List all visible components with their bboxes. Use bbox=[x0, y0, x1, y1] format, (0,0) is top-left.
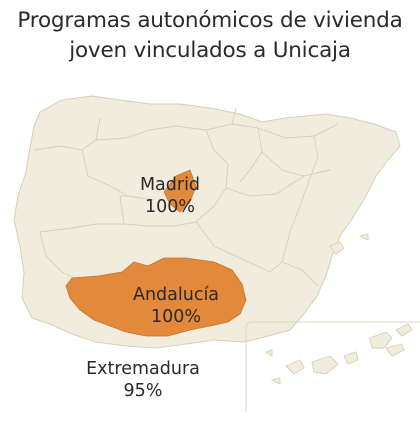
balearic-islands bbox=[329, 233, 369, 255]
map-title-line-2: joven vinculados a Unicaja bbox=[69, 38, 351, 63]
andalucia-region bbox=[65, 257, 247, 337]
canary-inset-frame bbox=[245, 321, 420, 412]
extremadura-name: Extremadura bbox=[86, 359, 200, 379]
andalucia-name: Andalucía bbox=[132, 285, 220, 305]
madrid-value: 100% bbox=[144, 197, 196, 217]
madrid-name: Madrid bbox=[139, 175, 201, 195]
region-borders bbox=[33, 107, 339, 287]
extremadura-value: 95% bbox=[123, 381, 163, 401]
madrid-label: Madrid 100% bbox=[120, 174, 220, 218]
andalucia-label: Andalucía 100% bbox=[96, 284, 256, 328]
andalucia-value: 100% bbox=[150, 307, 202, 327]
extremadura-label: Extremadura 95% bbox=[68, 358, 218, 402]
canary-islands bbox=[264, 323, 413, 385]
map-title-line-1: Programas autonómicos de vivienda bbox=[17, 8, 403, 33]
madrid-region bbox=[163, 169, 197, 213]
